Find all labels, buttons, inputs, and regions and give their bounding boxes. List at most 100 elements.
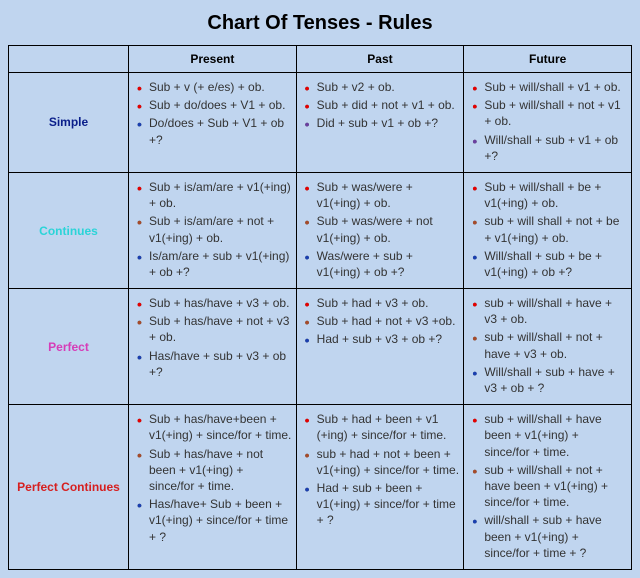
rule-text: sub + will/shall + have + v3 + ob. (484, 296, 612, 326)
rule-text: Sub + v (+ e/es) + ob. (149, 80, 265, 94)
rule-cell: • sub + will/shall + have been + v1(+ing)… (464, 405, 632, 570)
rule-item: • Sub + v2 + ob. (305, 79, 460, 95)
rule-text: sub + will shall + not + be + v1(+ing) +… (484, 214, 619, 244)
rule-item: • will/shall + sub + have been + v1(+ing)… (472, 512, 627, 561)
rule-text: Sub + has/have+been + v1(+ing) + since/f… (149, 412, 291, 442)
rule-item: •Sub + will/shall + not + v1 + ob. (472, 97, 627, 129)
rule-text: Sub + will/shall + v1 + ob. (484, 80, 620, 94)
col-header-present: Present (129, 46, 297, 73)
rule-item: • Sub + had + not + v3 +ob. (305, 313, 460, 329)
table-row: Perfect•Sub + has/have + v3 + ob.•Sub + … (9, 289, 632, 405)
rule-item: •Sub + had + v3 + ob. (305, 295, 460, 311)
rule-item: •Sub + was/were + not v1(+ing) + ob. (305, 213, 460, 245)
col-header-future: Future (464, 46, 632, 73)
rule-text: Has/have + sub + v3 + ob +? (149, 349, 286, 379)
rule-item: •Sub + did + not + v1 + ob. (305, 97, 460, 113)
row-label: Continues (9, 172, 129, 288)
col-header-blank (9, 46, 129, 73)
rule-text: sub + will/shall + not + have been + v1(… (484, 463, 608, 509)
rule-text: Sub + has/have + v3 + ob. (149, 296, 289, 310)
rule-item: •Is/am/are + sub + v1(+ing) + ob +? (137, 248, 292, 280)
bullet-icon: • (137, 348, 142, 367)
rule-item: •Sub + will/shall + be + v1(+ing) + ob. (472, 179, 627, 211)
rule-cell: • Sub + had + been + v1 (+ing) + since/fo… (296, 405, 464, 570)
bullet-icon: • (472, 132, 477, 151)
bullet-icon: • (305, 115, 310, 134)
bullet-icon: • (137, 411, 142, 430)
bullet-icon: • (305, 331, 310, 350)
rule-item: •sub + will/shall + have been + v1(+ing)… (472, 411, 627, 460)
bullet-icon: • (137, 295, 142, 314)
bullet-icon: • (305, 480, 310, 499)
rule-list: • Sub + will/shall + v1 + ob. •Sub + will/… (468, 79, 627, 164)
rule-text: Sub + is/am/are + not + v1(+ing) + ob. (149, 214, 274, 244)
table-row: Continues•Sub + is/am/are + v1(+ing) + o… (9, 172, 632, 288)
bullet-icon: • (472, 79, 477, 98)
rule-text: Sub + had + v3 + ob. (317, 296, 429, 310)
rule-list: •Sub + is/am/are + v1(+ing) + ob.•Sub + … (133, 179, 292, 280)
rule-item: •Sub + do/does + V1 + ob. (137, 97, 292, 113)
rule-item: • Sub + is/am/are + not + v1(+ing) + ob. (137, 213, 292, 245)
rule-text: Sub + had + not + v3 +ob. (317, 314, 456, 328)
bullet-icon: • (137, 213, 142, 232)
bullet-icon: • (472, 364, 477, 383)
bullet-icon: • (472, 179, 477, 198)
bullet-icon: • (472, 97, 477, 116)
bullet-icon: • (305, 313, 310, 332)
bullet-icon: • (472, 329, 477, 348)
bullet-icon: • (472, 248, 477, 267)
rule-item: •Sub + has/have + not + v3 + ob. (137, 313, 292, 345)
rule-cell: • Sub + has/have + v3 + ob. •Sub + has/hav… (129, 289, 297, 405)
rule-item: • Sub + v (+ e/es) + ob. (137, 79, 292, 95)
rule-cell: • Sub + will/shall + v1 + ob. •Sub + will/… (464, 73, 632, 173)
rule-text: sub + will/shall + not + have + v3 + ob. (484, 330, 602, 360)
rule-list: • Sub + has/have + v3 + ob. •Sub + has/hav… (133, 295, 292, 380)
rule-item: • Will/shall + sub + v1 + ob +? (472, 132, 627, 164)
rule-item: • Was/were + sub + v1(+ing) + ob +? (305, 248, 460, 280)
bullet-icon: • (472, 295, 477, 314)
rule-text: Had + sub + v3 + ob +? (317, 332, 442, 346)
rule-item: • Has/have + sub + v3 + ob +? (137, 348, 292, 380)
rule-item: • Sub + has/have + v3 + ob. (137, 295, 292, 311)
bullet-icon: • (137, 179, 142, 198)
rule-cell: •Sub + is/am/are + v1(+ing) + ob.•Sub + … (129, 172, 297, 288)
rule-text: Sub + had + been + v1 (+ing) + since/for… (317, 412, 447, 442)
rule-text: Will/shall + sub + v1 + ob +? (484, 133, 618, 163)
rule-text: Do/does + Sub + V1 + ob +? (149, 116, 284, 146)
rule-item: •Will/shall + sub + be + v1(+ing) + ob +… (472, 248, 627, 280)
rule-text: Sub + was/were + v1(+ing) + ob. (317, 180, 413, 210)
bullet-icon: • (305, 79, 310, 98)
rule-text: Sub + v2 + ob. (317, 80, 395, 94)
rule-text: will/shall + sub + have been + v1(+ing) … (484, 513, 601, 559)
rule-cell: •Sub + will/shall + be + v1(+ing) + ob.•… (464, 172, 632, 288)
rule-item: •Sub + is/am/are + v1(+ing) + ob. (137, 179, 292, 211)
bullet-icon: • (472, 512, 477, 531)
bullet-icon: • (137, 496, 142, 515)
row-label: Simple (9, 73, 129, 173)
rule-item: • Has/have+ Sub + been + v1(+ing) + since… (137, 496, 292, 545)
table-row: Perfect Continues•Sub + has/have+been + … (9, 405, 632, 570)
tenses-table: Present Past Future Simple • Sub + v (+ e/… (8, 45, 632, 570)
rule-text: Sub + did + not + v1 + ob. (317, 98, 455, 112)
bullet-icon: • (305, 411, 310, 430)
row-label: Perfect (9, 289, 129, 405)
rule-text: Has/have+ Sub + been + v1(+ing) + since/… (149, 497, 288, 543)
rule-item: • sub + will/shall + have + v3 + ob. (472, 295, 627, 327)
rule-text: sub + will/shall + have been + v1(+ing) … (484, 412, 601, 458)
rule-cell: • sub + will/shall + have + v3 + ob. • sub … (464, 289, 632, 405)
bullet-icon: • (137, 79, 142, 98)
rule-list: •Sub + will/shall + be + v1(+ing) + ob.•… (468, 179, 627, 280)
rule-text: Had + sub + been + v1(+ing) + since/for … (317, 481, 456, 527)
rule-text: Was/were + sub + v1(+ing) + ob +? (317, 249, 413, 279)
rule-item: •Did + sub + v1 + ob +? (305, 115, 460, 131)
rule-item: • Sub + has/have + not been + v1(+ing) + … (137, 446, 292, 495)
rule-text: Is/am/are + sub + v1(+ing) + ob +? (149, 249, 289, 279)
rule-list: • Sub + v (+ e/es) + ob. •Sub + do/does + … (133, 79, 292, 148)
col-header-past: Past (296, 46, 464, 73)
rule-cell: • Sub + has/have+been + v1(+ing) + since/… (129, 405, 297, 570)
bullet-icon: • (137, 446, 142, 465)
rule-text: Sub + has/have + not been + v1(+ing) + s… (149, 447, 263, 493)
rule-cell: •Sub + had + v3 + ob.•Sub + had + not + … (296, 289, 464, 405)
bullet-icon: • (305, 248, 310, 267)
rule-item: • sub + will/shall + not + have + v3 + ob… (472, 329, 627, 361)
